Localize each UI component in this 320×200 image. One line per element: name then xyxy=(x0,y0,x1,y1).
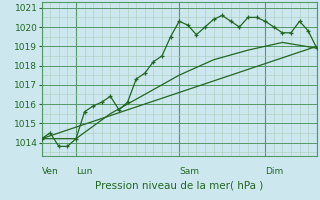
Text: Lun: Lun xyxy=(76,167,92,176)
Text: Dim: Dim xyxy=(265,167,284,176)
Text: Ven: Ven xyxy=(42,167,58,176)
X-axis label: Pression niveau de la mer( hPa ): Pression niveau de la mer( hPa ) xyxy=(95,180,263,190)
Text: Sam: Sam xyxy=(179,167,199,176)
